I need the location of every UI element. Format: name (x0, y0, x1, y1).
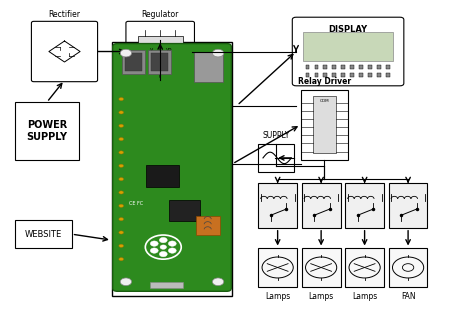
Text: WEBSITE: WEBSITE (25, 230, 62, 239)
Bar (148, 50, 171, 74)
Circle shape (150, 248, 158, 253)
Text: Lamps: Lamps (265, 292, 290, 301)
Bar (313, 96, 336, 153)
Bar (15, 102, 79, 160)
Circle shape (119, 164, 124, 167)
Bar (146, 165, 179, 187)
Bar (323, 65, 327, 69)
Circle shape (119, 204, 124, 207)
Text: Lamps: Lamps (309, 292, 334, 301)
Bar (112, 42, 232, 296)
Bar (193, 51, 223, 82)
Bar (306, 73, 310, 77)
Circle shape (119, 218, 124, 221)
Text: Relay Driver: Relay Driver (298, 77, 351, 86)
Circle shape (119, 244, 124, 248)
Bar (315, 65, 318, 69)
FancyBboxPatch shape (126, 21, 194, 82)
Bar (377, 73, 381, 77)
Text: COM: COM (319, 99, 329, 103)
Bar (15, 220, 72, 249)
Circle shape (119, 98, 124, 101)
Text: v: v (150, 48, 153, 52)
Bar (306, 65, 310, 69)
Circle shape (160, 245, 166, 249)
Circle shape (159, 237, 167, 243)
FancyBboxPatch shape (292, 17, 404, 86)
Bar (350, 73, 354, 77)
Circle shape (168, 241, 176, 246)
Bar (196, 216, 219, 235)
FancyBboxPatch shape (113, 44, 231, 291)
Text: CE FC: CE FC (129, 201, 143, 206)
Bar (169, 200, 200, 220)
Circle shape (120, 278, 132, 286)
Text: SUPPLY: SUPPLY (262, 131, 290, 140)
Circle shape (212, 49, 224, 57)
Circle shape (159, 251, 167, 257)
Bar (368, 73, 372, 77)
Bar (258, 144, 294, 172)
Bar (122, 50, 145, 74)
Circle shape (119, 231, 124, 234)
Bar (302, 249, 340, 286)
Bar (332, 73, 336, 77)
Circle shape (119, 151, 124, 154)
Circle shape (119, 191, 124, 194)
Circle shape (119, 178, 124, 181)
Bar (258, 249, 297, 286)
Text: Rectifier: Rectifier (48, 10, 81, 19)
Text: Lamps: Lamps (352, 292, 377, 301)
Circle shape (120, 49, 132, 57)
Bar (301, 90, 348, 160)
Text: DISPLAY: DISPLAY (328, 25, 368, 33)
Bar (377, 65, 381, 69)
Circle shape (119, 111, 124, 114)
Circle shape (212, 278, 224, 286)
Bar (126, 53, 142, 70)
Circle shape (150, 241, 158, 246)
Bar (341, 65, 345, 69)
Bar (138, 36, 182, 64)
FancyBboxPatch shape (31, 21, 98, 82)
Bar (386, 65, 390, 69)
Text: vo: vo (166, 48, 173, 52)
Circle shape (119, 124, 124, 127)
Circle shape (119, 137, 124, 141)
Bar (359, 73, 363, 77)
Bar (359, 65, 363, 69)
Bar (303, 33, 393, 61)
Text: FAN: FAN (401, 292, 415, 301)
Bar (386, 73, 390, 77)
Bar (341, 73, 345, 77)
Bar (152, 53, 167, 70)
Circle shape (168, 248, 176, 253)
Bar (323, 73, 327, 77)
Bar (350, 65, 354, 69)
Text: Regulator: Regulator (142, 10, 179, 19)
Text: POWER
SUPPLY: POWER SUPPLY (26, 120, 67, 142)
Bar (345, 249, 384, 286)
Bar (368, 65, 372, 69)
Bar (389, 183, 428, 228)
Bar (345, 183, 384, 228)
Bar (389, 249, 428, 286)
Bar (258, 183, 297, 228)
Bar (315, 73, 318, 77)
Bar (150, 282, 183, 288)
Bar (302, 183, 340, 228)
Circle shape (119, 257, 124, 261)
Bar (332, 65, 336, 69)
